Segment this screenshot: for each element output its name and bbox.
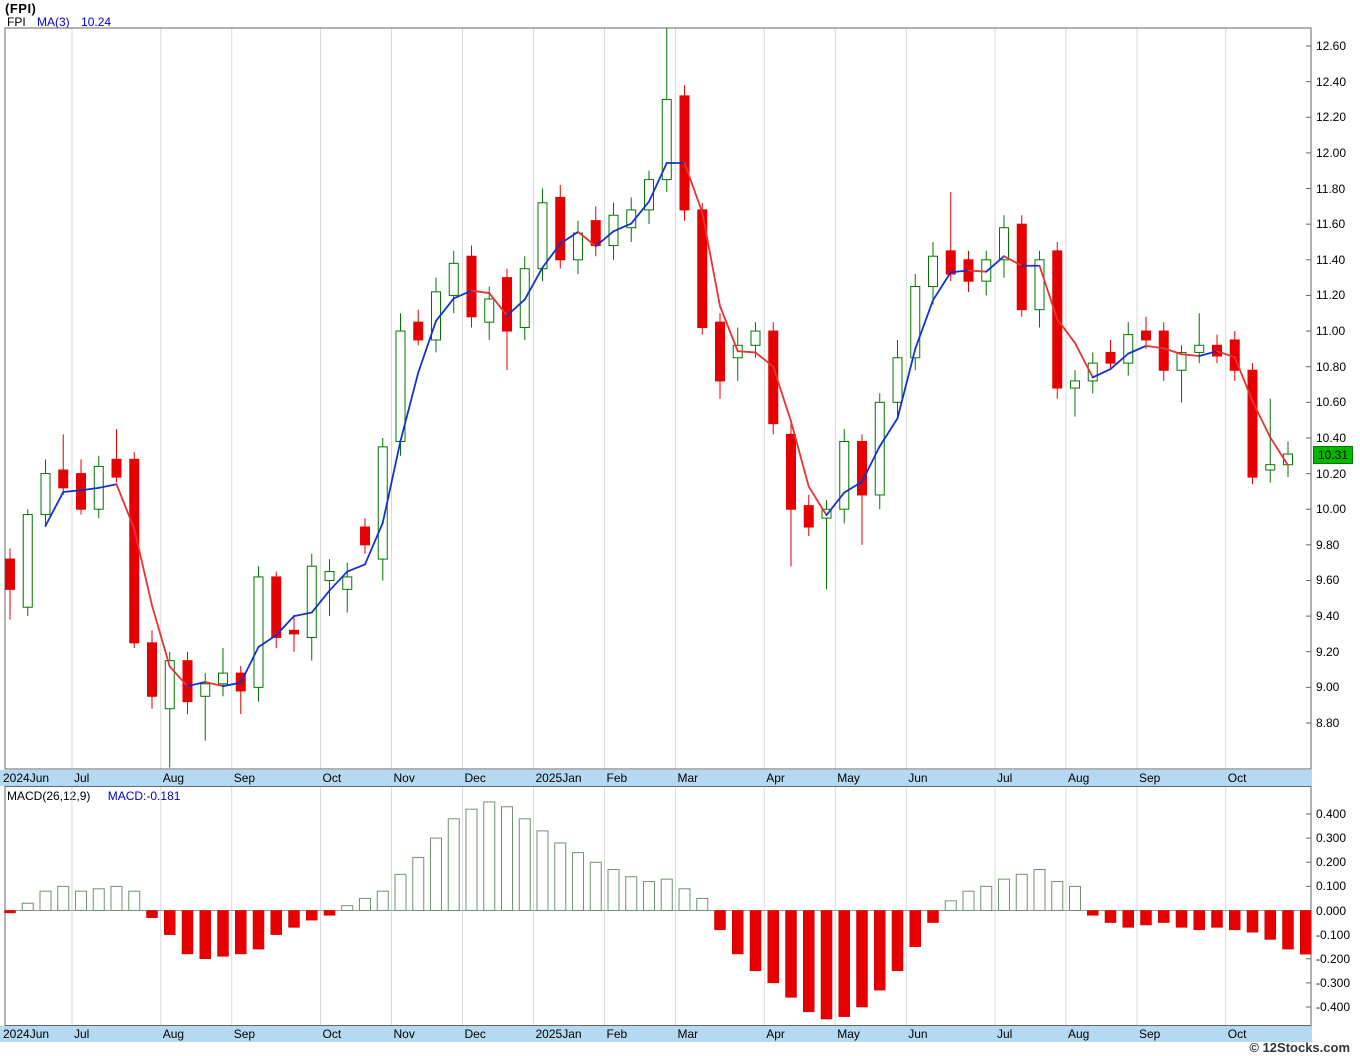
price-tick-label: 10.00 [1316, 502, 1347, 517]
price-tick-label: 11.80 [1316, 181, 1346, 196]
legend-ma-label: MA(3) [37, 15, 70, 29]
price-tick-label: 9.40 [1316, 609, 1340, 624]
month-label: Feb [606, 1027, 628, 1041]
month-label: Nov [393, 1027, 415, 1041]
price-tick-label: 12.40 [1316, 74, 1347, 89]
month-label: Sep [1139, 771, 1161, 785]
price-tick-label: 12.20 [1316, 110, 1347, 125]
macd-tick-label: -0.400 [1316, 1000, 1351, 1014]
macd-tick-label: -0.100 [1316, 927, 1351, 942]
month-label: Sep [1139, 1027, 1161, 1041]
date-axis-bottom: 2024Jun Jul Aug Sep Oct Nov Dec 2025Jan Feb Mar Ap… [0, 1026, 1312, 1042]
price-tick-label: 9.00 [1316, 680, 1340, 695]
month-label: Dec [464, 1027, 486, 1041]
macd-legend: MACD(26,12,9) MACD:-0.181 [7, 789, 180, 803]
month-label: May [837, 771, 860, 785]
month-label: Oct [322, 1027, 342, 1041]
month-label: Mar [677, 771, 699, 785]
candlestick-chart [4, 27, 1312, 770]
macd-tick-label: 0.000 [1316, 903, 1347, 918]
price-tick-label: 10.20 [1316, 466, 1347, 481]
price-tick-label: 9.60 [1316, 573, 1340, 588]
price-tick-label: 11.00 [1316, 324, 1346, 339]
price-tick-label: 10.60 [1316, 395, 1347, 410]
price-tick-label: 10.80 [1316, 359, 1347, 374]
month-label: Oct [1227, 1027, 1247, 1041]
date-axis-top: 2024Jun Jul Aug Sep Oct Nov Dec 2025Jan Feb Mar Ap… [0, 770, 1312, 786]
macd-histogram-chart [4, 786, 1312, 1026]
price-tick-label: 12.60 [1316, 39, 1347, 53]
macd-tick-label: -0.300 [1316, 975, 1351, 990]
main-chart-legend: FPI MA(3) 10.24 [7, 15, 119, 29]
macd-tick-label: -0.200 [1316, 951, 1351, 966]
price-tick-label: 10.40 [1316, 430, 1347, 445]
price-tick-label: 11.20 [1316, 288, 1346, 303]
month-label: 2025Jan [535, 1027, 582, 1041]
price-tick-label: 9.80 [1316, 537, 1340, 552]
month-label: Jul [74, 1027, 90, 1041]
price-tick-label: 11.60 [1316, 217, 1346, 232]
macd-tick-label: 0.300 [1316, 831, 1347, 846]
month-label: Oct [322, 771, 342, 785]
month-label: Feb [606, 771, 628, 785]
macd-label: MACD(26,12,9) [7, 789, 91, 803]
price-tick-label: 12.00 [1316, 145, 1347, 160]
last-price-badge: 10.31 [1313, 445, 1354, 464]
macd-tick-label: 0.100 [1316, 879, 1347, 894]
month-label: Mar [677, 1027, 699, 1041]
month-label: Aug [1068, 1027, 1090, 1041]
legend-symbol: FPI [7, 15, 26, 29]
month-label: 2025Jan [535, 771, 582, 785]
month-label: 2024Jun [3, 771, 50, 785]
price-tick-label: 9.20 [1316, 644, 1340, 659]
month-label: Sep [233, 1027, 256, 1041]
price-tick-label: 11.40 [1316, 252, 1346, 267]
macd-value: MACD:-0.181 [107, 789, 181, 803]
month-label: Sep [233, 771, 256, 785]
month-label: Aug [162, 771, 185, 785]
month-label: Jun [908, 771, 928, 785]
macd-tick-label: 0.400 [1316, 807, 1347, 821]
macd-tick-label: 0.200 [1316, 855, 1347, 870]
month-label: Aug [1068, 771, 1090, 785]
month-label: Oct [1227, 771, 1247, 785]
month-label: Apr [766, 771, 785, 785]
price-tick-label: 8.80 [1316, 716, 1340, 730]
month-label: Apr [766, 1027, 785, 1041]
month-label: Jul [74, 771, 90, 785]
month-label: Dec [464, 771, 486, 785]
copyright-watermark: © 12Stocks.com [1249, 1040, 1350, 1055]
month-label: Aug [162, 1027, 185, 1041]
month-label: May [837, 1027, 860, 1041]
month-label: 2024Jun [3, 1027, 50, 1041]
legend-ma-value: 10.24 [81, 15, 112, 29]
month-label: Jul [997, 1027, 1013, 1041]
month-label: Jun [908, 1027, 928, 1041]
month-label: Jul [997, 771, 1013, 785]
page-title: (FPI) [5, 1, 37, 16]
month-label: Nov [393, 771, 415, 785]
